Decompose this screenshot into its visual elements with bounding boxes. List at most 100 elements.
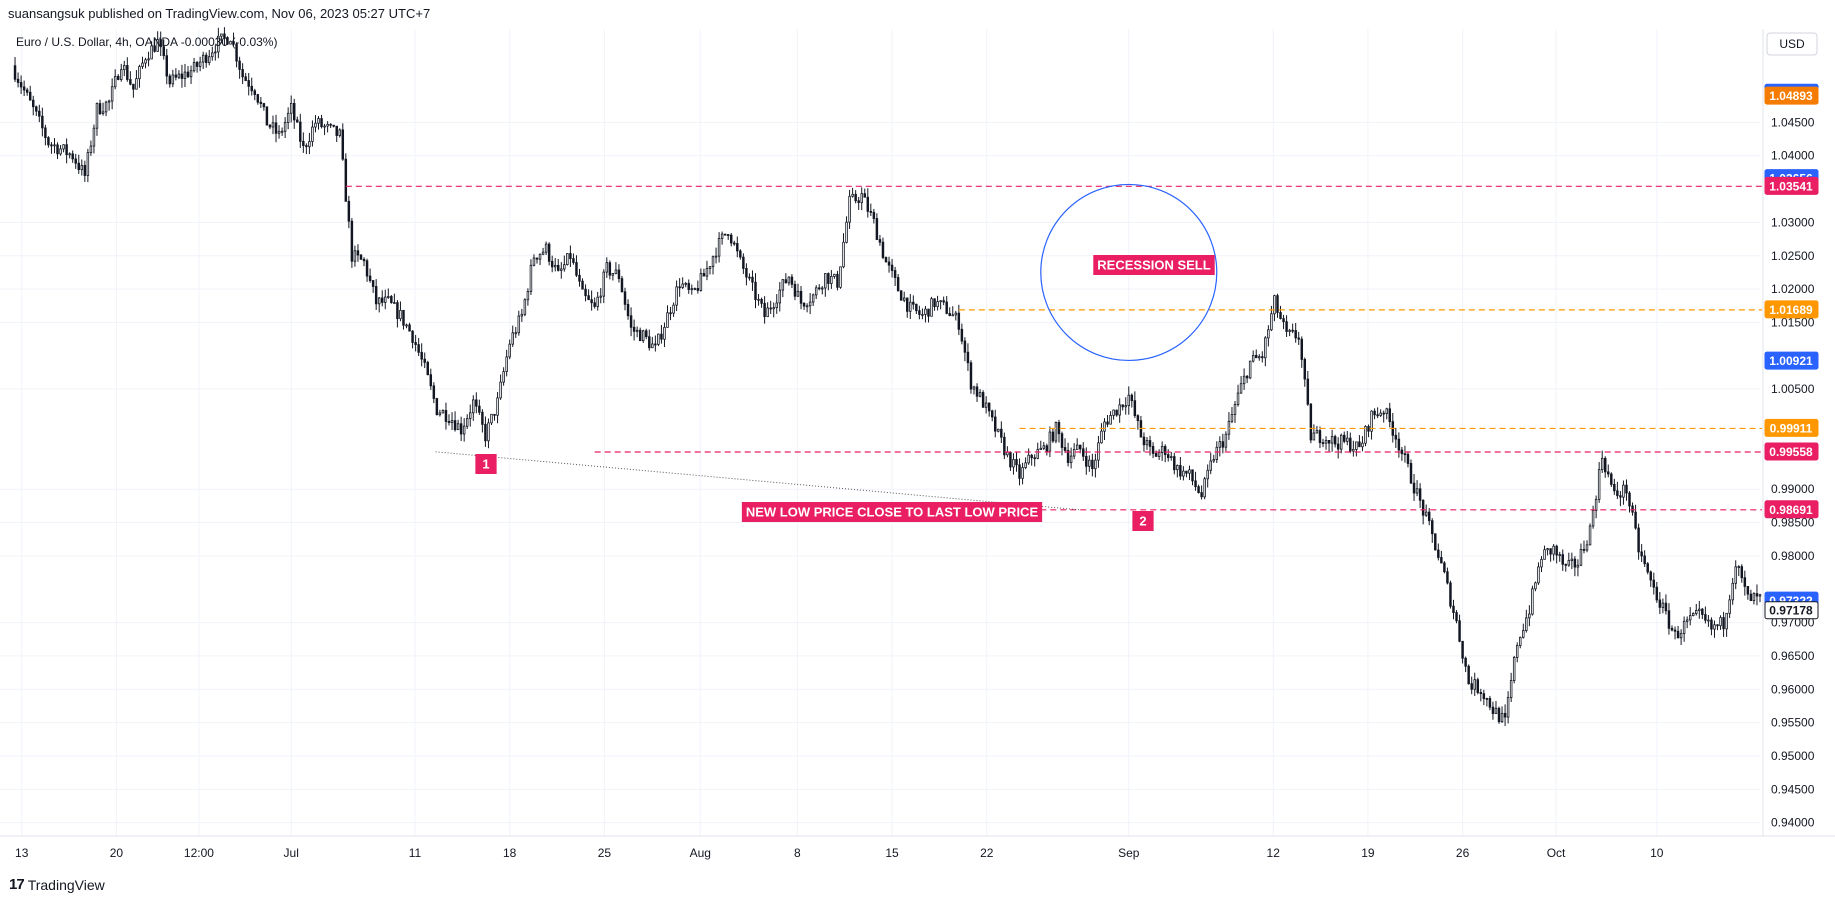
candle-body [274, 122, 278, 134]
candle-body [766, 307, 769, 318]
candle-body [739, 250, 742, 258]
candle-body [799, 290, 803, 304]
candle-body [1154, 453, 1158, 457]
candle-body [626, 303, 630, 317]
candle-body [472, 399, 475, 414]
candle-body [1479, 692, 1483, 695]
tradingview-logo[interactable]: 17 TradingView [9, 876, 105, 893]
candle-body [1103, 421, 1106, 432]
candle-body [663, 327, 666, 340]
candle-body [942, 300, 945, 303]
candle-body [981, 392, 985, 408]
candle-body [645, 330, 648, 338]
candle-body [1191, 469, 1194, 482]
candle-body [1288, 329, 1291, 332]
candle-body [945, 301, 948, 314]
candle-body [1579, 548, 1583, 566]
candle-body [1443, 562, 1446, 573]
candle-body [1051, 431, 1055, 442]
candle-body [690, 288, 694, 291]
candle-body [705, 268, 709, 277]
candle-body [1494, 707, 1498, 714]
candle-body [544, 243, 548, 253]
candle-body [887, 261, 891, 266]
candle-body [259, 101, 263, 104]
candle-body [1412, 482, 1416, 494]
candle-body [550, 260, 554, 268]
candle-body [1585, 544, 1589, 551]
price-tag: 1.04893 [1764, 86, 1819, 105]
candle-body [1573, 558, 1577, 568]
candle-body [1036, 449, 1039, 459]
price-tag-bg [1764, 351, 1819, 370]
candle-body [1346, 437, 1349, 442]
price-axis: 1.04500 1.04000 1.03000 1.02500 1.02000 1.015… [1771, 115, 1815, 829]
candle-body [1100, 430, 1103, 444]
chart-grid [0, 29, 1760, 836]
candle-body [787, 276, 791, 284]
candle-body [1437, 549, 1440, 558]
recession-sell-label-text: RECESSION SELL [1097, 258, 1210, 273]
candle-body [402, 309, 405, 326]
candle-body [872, 211, 876, 219]
candle-body [1698, 608, 1701, 611]
candle-body [1676, 630, 1680, 639]
candle-body [420, 351, 423, 360]
candle-body [1291, 329, 1294, 332]
candle-body [745, 268, 748, 278]
candle-body [869, 210, 873, 213]
candle-body [1242, 375, 1246, 385]
candle-body [1446, 571, 1449, 584]
candle-body [729, 234, 733, 244]
candle-body [444, 410, 448, 422]
candle-body [1370, 410, 1373, 432]
time-tick-label: Oct [1547, 846, 1566, 860]
candle-body [608, 262, 612, 276]
candle-body [684, 282, 687, 285]
candle-body [208, 56, 211, 64]
candle-body [884, 257, 888, 263]
candle-body [68, 153, 71, 156]
candle-body [954, 312, 958, 316]
candle-body [687, 282, 690, 290]
candle-body [1300, 338, 1303, 360]
candle-body [1030, 454, 1033, 459]
candle-body [299, 121, 302, 142]
candle-body [1324, 439, 1328, 444]
candle-body [335, 125, 338, 136]
candle-body [478, 405, 481, 413]
candle-body [1054, 422, 1058, 442]
candle-body [113, 75, 117, 88]
candle-body [902, 297, 906, 301]
candle-body [660, 333, 663, 340]
candle-body [666, 312, 669, 328]
candle-body [183, 71, 187, 79]
candle-body [629, 315, 633, 328]
price-tag: 0.97178 [1764, 601, 1819, 620]
candle-body [1692, 613, 1695, 617]
candle-body [1394, 434, 1398, 440]
candle-body [368, 275, 372, 281]
candle-body [126, 65, 129, 80]
candle-body [447, 421, 451, 423]
candle-body [162, 46, 165, 57]
time-tick-label: 26 [1456, 846, 1470, 860]
candle-body [1649, 571, 1652, 581]
candle-body [814, 287, 818, 296]
candle-body [238, 60, 241, 70]
candle-body [878, 239, 882, 243]
currency-box[interactable] [1766, 32, 1818, 56]
candle-body [59, 148, 62, 155]
candle-body [899, 290, 903, 301]
candle-body [308, 141, 311, 148]
candle-body [1069, 455, 1073, 463]
candle-body [711, 256, 715, 268]
candle-body [450, 420, 454, 423]
candle-body [1003, 436, 1006, 456]
candle-body [1628, 492, 1631, 507]
candle-body [818, 287, 821, 290]
candle-body [1424, 511, 1428, 516]
candle-body [1361, 442, 1364, 448]
candle-body [1221, 441, 1225, 448]
